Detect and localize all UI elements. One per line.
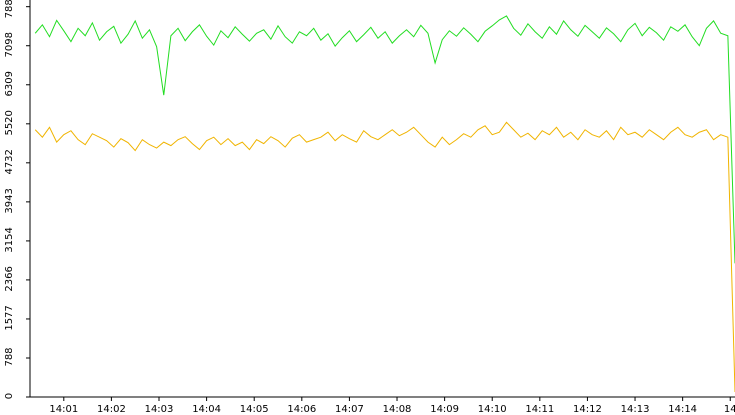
y-tick-label: 0 xyxy=(4,393,15,399)
y-tick-label: 7887 xyxy=(4,0,15,18)
x-tick-label: 14:03 xyxy=(145,404,174,415)
x-tick-label: 14:07 xyxy=(335,404,364,415)
y-tick-label: 3943 xyxy=(4,188,15,213)
x-tick-label: 14:04 xyxy=(192,404,221,415)
y-tick-label: 3154 xyxy=(4,227,15,252)
x-tick-label: 14:14 xyxy=(668,404,697,415)
y-tick-label: 6309 xyxy=(4,71,15,96)
x-tick-label: 14:02 xyxy=(97,404,126,415)
series-line xyxy=(34,15,735,264)
y-tick-label: 4732 xyxy=(4,149,15,174)
y-tick-label: 5520 xyxy=(4,110,15,135)
series-line xyxy=(34,121,735,393)
x-tick-label: 14:11 xyxy=(525,404,554,415)
x-tick-label: 14:13 xyxy=(621,404,650,415)
x-tick-label: 14 xyxy=(724,404,735,415)
x-tick-label: 14:08 xyxy=(383,404,412,415)
x-tick-label: 14:01 xyxy=(49,404,78,415)
x-tick-label: 14:06 xyxy=(287,404,316,415)
y-tick-label: 1577 xyxy=(4,305,15,330)
y-tick-label: 2366 xyxy=(4,266,15,291)
x-tick-label: 14:09 xyxy=(430,404,459,415)
y-tick-label: 788 xyxy=(4,347,15,366)
x-tick-label: 14:12 xyxy=(573,404,602,415)
y-tick-label: 7098 xyxy=(4,32,15,57)
x-tick-label: 14:10 xyxy=(478,404,507,415)
x-tick-label: 14:05 xyxy=(240,404,269,415)
